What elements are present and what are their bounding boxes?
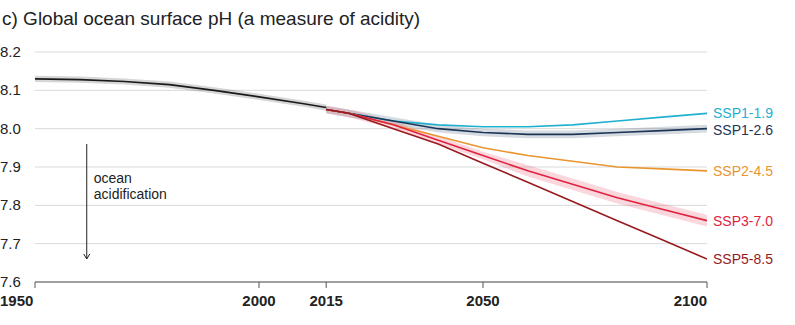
x-tick-label: 2015 <box>310 292 343 309</box>
series-line <box>35 79 326 108</box>
legend-label: SSP5-8.5 <box>713 251 773 267</box>
y-tick-label: 7.9 <box>0 158 21 175</box>
series-line <box>326 110 707 171</box>
grid-line <box>35 282 707 283</box>
series-line <box>326 110 707 127</box>
y-tick-label: 8.2 <box>0 43 21 60</box>
x-tick <box>259 282 260 288</box>
x-tick <box>35 282 36 288</box>
title: c) Global ocean surface pH (a measure of… <box>2 8 420 29</box>
y-tick-label: 7.6 <box>0 273 21 290</box>
x-tick <box>483 282 484 288</box>
x-tick <box>707 282 708 288</box>
annotation-arrow <box>86 144 87 259</box>
x-tick-label: 2050 <box>466 292 499 309</box>
annotation: oceanacidification <box>94 170 167 202</box>
legend-label: SSP1-1.9 <box>713 105 773 121</box>
legend-label: SSP3-7.0 <box>713 213 773 229</box>
legend-label: SSP2-4.5 <box>713 163 773 179</box>
grid-line <box>35 128 707 129</box>
y-tick-label: 7.7 <box>0 235 21 252</box>
grid-line <box>35 205 707 206</box>
grid-line <box>35 90 707 91</box>
grid-line <box>35 167 707 168</box>
y-tick-label: 8.1 <box>0 81 21 98</box>
grid-line <box>35 243 707 244</box>
x-axis <box>35 282 707 283</box>
uncertainty-band <box>35 76 326 111</box>
y-tick-label: 7.8 <box>0 196 21 213</box>
plot-area <box>35 76 707 259</box>
series-line <box>326 110 707 221</box>
y-tick-label: 8.0 <box>0 120 21 137</box>
uncertainty-band <box>326 106 707 227</box>
chart: c) Global ocean surface pH (a measure of… <box>0 0 795 325</box>
series-line <box>326 110 707 260</box>
x-tick-label: 1950 <box>0 292 33 309</box>
x-tick <box>326 282 327 288</box>
annotation-arrowhead <box>84 254 90 259</box>
x-tick-label: 2100 <box>674 292 707 309</box>
x-tick-label: 2000 <box>242 292 275 309</box>
legend-label: SSP1-2.6 <box>713 122 773 138</box>
grid-line <box>35 52 707 53</box>
